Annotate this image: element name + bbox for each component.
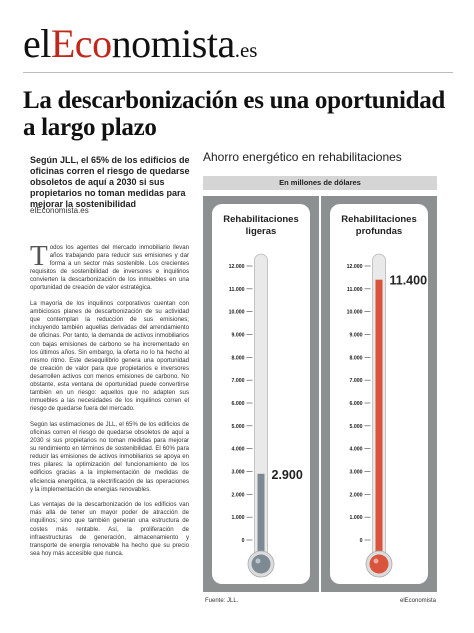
paragraph-4: Las ventajas de la descarbonización de l… [30, 501, 189, 557]
panel-profundas: Rehabilitaciones profundas 0 1.000 2.000 3.00… [321, 196, 437, 592]
thermometer-chart: Ahorro energético en rehabilitaciones En… [203, 150, 437, 598]
tick-label: 9.000 [350, 333, 363, 339]
value-bar [257, 473, 265, 556]
tick-label: 5.000 [232, 424, 245, 430]
tick-label: 1.000 [350, 515, 363, 521]
masthead-logo: elEconomista.es [23, 21, 258, 66]
tick-label: 11.000 [347, 287, 363, 293]
chart-source: Fuente: JLL. [205, 598, 239, 604]
tick-label: 8.000 [232, 355, 245, 361]
tick-label: 0 [360, 538, 363, 544]
bulb-highlight [255, 558, 261, 564]
data-label: 11.400 [390, 274, 428, 288]
tick-label: 4.000 [232, 447, 245, 453]
tick-label: 10.000 [347, 310, 363, 316]
tick-label: 4.000 [350, 447, 363, 453]
tick-label: 7.000 [350, 378, 363, 384]
tick-label: 11.000 [229, 287, 245, 293]
article-lede: Según JLL, el 65% de los edificios de of… [30, 155, 190, 209]
panel-ligeras: Rehabilitaciones ligeras 0 1.000 2.000 3.000 4… [203, 196, 319, 592]
header-divider [23, 72, 453, 73]
category-label: Rehabilitaciones [341, 214, 417, 225]
chart-subtitle: En millones de dólares [279, 178, 361, 187]
tick-label: 0 [242, 538, 245, 544]
tick-label: 7.000 [232, 378, 245, 384]
tick-label: 1.000 [232, 515, 245, 521]
article-headline: La descarbonización es una oportunidad a… [23, 87, 446, 141]
drop-cap: T [30, 240, 48, 272]
paragraph-2: La mayoría de los inquilinos corporativo… [30, 300, 189, 413]
value-bar [375, 279, 383, 556]
category-label: ligeras [246, 226, 277, 237]
category-label: profundas [356, 226, 402, 237]
tick-label: 2.000 [232, 492, 245, 498]
thermometer-bulb-fill [369, 554, 389, 574]
thermometer-bulb-fill [251, 554, 271, 574]
tick-label: 5.000 [350, 424, 363, 430]
data-label: 2.900 [272, 468, 303, 482]
chart-title: Ahorro energético en rehabilitaciones [203, 150, 402, 164]
chart-subtitle-band: En millones de dólares [203, 176, 437, 190]
tick-label: 12.000 [347, 264, 363, 270]
paragraph-3: Según las estimaciones de JLL, el 65% de… [30, 420, 189, 493]
tick-label: 3.000 [350, 470, 363, 476]
category-label: Rehabilitaciones [223, 214, 299, 225]
tick-label: 10.000 [229, 310, 245, 316]
tick-label: 3.000 [232, 470, 245, 476]
chart-brand: elEconomista [400, 598, 437, 604]
tick-label: 6.000 [350, 401, 363, 407]
tick-label: 8.000 [350, 355, 363, 361]
tick-label: 12.000 [229, 264, 245, 270]
bulb-highlight [373, 558, 379, 564]
tick-label: 9.000 [232, 333, 245, 339]
tick-label: 6.000 [232, 401, 245, 407]
article-byline: elEconomista.es [30, 206, 89, 215]
tick-label: 2.000 [350, 492, 363, 498]
